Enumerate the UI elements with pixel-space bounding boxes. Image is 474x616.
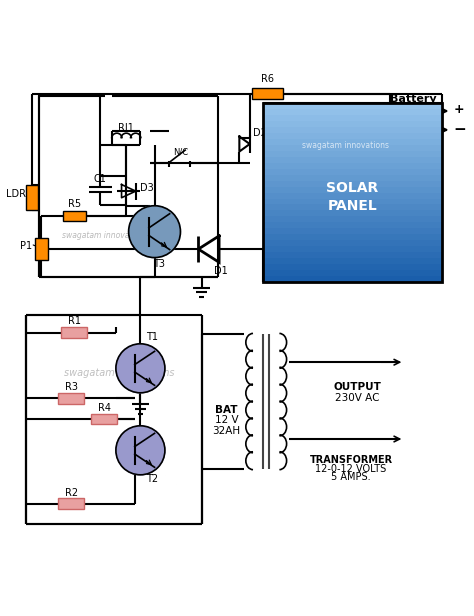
FancyBboxPatch shape <box>263 180 442 187</box>
FancyBboxPatch shape <box>63 211 86 221</box>
FancyBboxPatch shape <box>263 103 442 109</box>
Text: LDR: LDR <box>6 189 26 199</box>
FancyBboxPatch shape <box>263 151 442 156</box>
FancyBboxPatch shape <box>263 222 442 229</box>
FancyBboxPatch shape <box>58 498 84 509</box>
FancyBboxPatch shape <box>263 211 442 216</box>
Text: D1: D1 <box>214 265 228 275</box>
FancyBboxPatch shape <box>26 185 38 209</box>
Text: TRANSFORMER: TRANSFORMER <box>310 455 392 464</box>
FancyBboxPatch shape <box>62 327 87 338</box>
Text: C1: C1 <box>94 174 107 184</box>
Text: R5: R5 <box>68 199 81 209</box>
Text: swagatam innovations: swagatam innovations <box>302 141 389 150</box>
FancyBboxPatch shape <box>263 229 442 234</box>
Circle shape <box>116 426 165 475</box>
FancyBboxPatch shape <box>263 127 442 133</box>
Text: P1: P1 <box>20 241 32 251</box>
Text: 32AH: 32AH <box>212 426 241 436</box>
FancyBboxPatch shape <box>91 413 117 424</box>
FancyBboxPatch shape <box>36 238 47 260</box>
FancyBboxPatch shape <box>58 393 84 403</box>
Text: T3: T3 <box>153 259 165 269</box>
FancyBboxPatch shape <box>263 246 442 252</box>
FancyBboxPatch shape <box>263 175 442 180</box>
FancyBboxPatch shape <box>263 252 442 258</box>
FancyBboxPatch shape <box>263 133 442 139</box>
Text: OUTPUT: OUTPUT <box>333 383 381 392</box>
Circle shape <box>128 206 181 257</box>
FancyBboxPatch shape <box>252 87 283 100</box>
Text: SOLAR
PANEL: SOLAR PANEL <box>326 181 379 214</box>
FancyBboxPatch shape <box>263 276 442 282</box>
Text: T1: T1 <box>146 332 158 342</box>
FancyBboxPatch shape <box>263 216 442 222</box>
Text: 230V AC: 230V AC <box>335 393 379 403</box>
Circle shape <box>116 344 165 393</box>
Text: 12 V: 12 V <box>215 415 238 426</box>
Text: 12-0-12 VOLTS: 12-0-12 VOLTS <box>315 464 387 474</box>
FancyBboxPatch shape <box>263 163 442 169</box>
FancyBboxPatch shape <box>263 264 442 270</box>
FancyBboxPatch shape <box>263 156 442 163</box>
Text: Battery: Battery <box>391 94 437 103</box>
Text: D3: D3 <box>140 183 154 193</box>
FancyBboxPatch shape <box>263 240 442 246</box>
Text: R3: R3 <box>64 383 78 392</box>
Text: −: − <box>454 123 466 137</box>
Text: R4: R4 <box>98 403 110 413</box>
FancyBboxPatch shape <box>263 234 442 240</box>
Text: R1: R1 <box>68 317 81 326</box>
Text: R6: R6 <box>261 74 274 84</box>
FancyBboxPatch shape <box>263 270 442 276</box>
Text: R2: R2 <box>64 487 78 498</box>
Text: BAT: BAT <box>215 405 238 415</box>
FancyBboxPatch shape <box>263 115 442 121</box>
FancyBboxPatch shape <box>263 121 442 127</box>
Text: swagatam innovations: swagatam innovations <box>64 368 174 378</box>
FancyBboxPatch shape <box>263 109 442 115</box>
Text: N/C: N/C <box>173 148 188 157</box>
FancyBboxPatch shape <box>263 198 442 205</box>
Text: D2: D2 <box>254 128 267 137</box>
Text: +: + <box>454 103 465 116</box>
FancyBboxPatch shape <box>263 193 442 198</box>
FancyBboxPatch shape <box>263 258 442 264</box>
FancyBboxPatch shape <box>263 187 442 193</box>
Text: T2: T2 <box>146 474 158 484</box>
FancyBboxPatch shape <box>263 139 442 145</box>
Text: swagatam innovations: swagatam innovations <box>62 231 148 240</box>
Text: 5 AMPS.: 5 AMPS. <box>331 472 371 482</box>
FancyBboxPatch shape <box>263 145 442 151</box>
FancyBboxPatch shape <box>263 205 442 211</box>
Text: RI1: RI1 <box>118 123 134 133</box>
FancyBboxPatch shape <box>263 169 442 175</box>
